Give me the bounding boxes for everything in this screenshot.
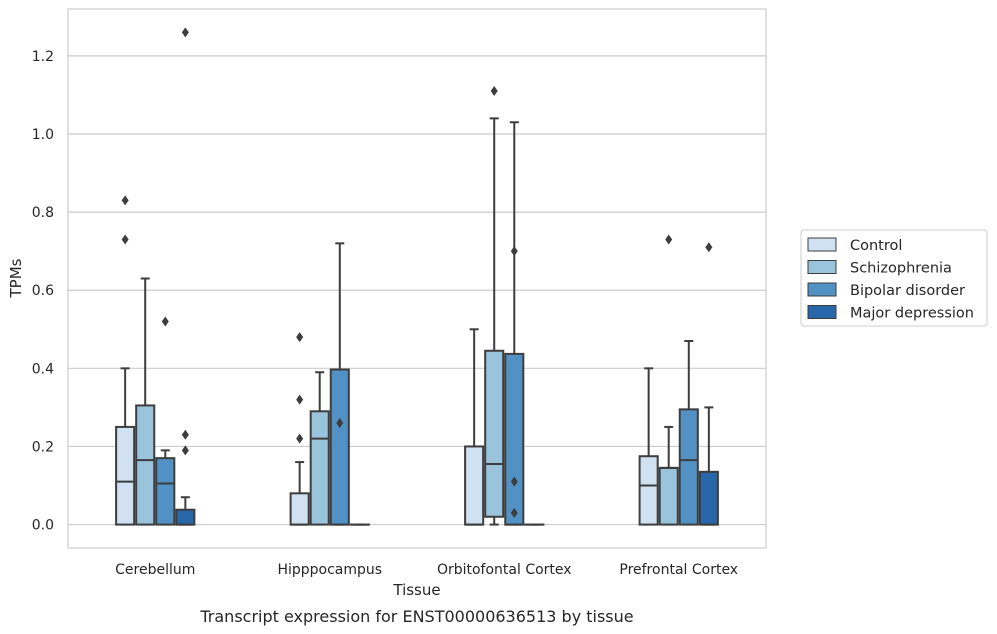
box [309,410,330,526]
y-tick-label: 0.4 [32,361,54,377]
category-group [115,27,196,526]
box-groups [115,27,719,526]
legend-swatch [807,237,837,252]
y-tick-label: 0.6 [32,283,54,299]
legend-frame [800,229,988,327]
plot-frame [67,8,767,549]
category-group [638,234,719,526]
y-tick-label: 1.2 [32,49,54,65]
outlier-point [181,429,189,440]
box [329,368,350,526]
outlier-point [296,394,304,405]
outlier-point [161,316,169,327]
category-group [289,242,370,526]
legend: Control Schizophrenia Bipolar disorder Majo… [800,229,988,327]
box [504,352,525,526]
y-tick-label: 0.8 [32,205,54,221]
x-tick-label: Orbitofontal Cortex [437,562,572,578]
y-tick-label: 0.2 [32,439,54,455]
x-tick-labels: Cerebellum Hipppocampus Orbitofontal Corte… [115,562,738,578]
outlier-point [181,445,189,456]
outlier-point [121,234,129,245]
outlier-point [181,27,189,38]
grid-lines [68,55,766,526]
legend-swatch [807,260,837,274]
box [638,455,659,526]
x-tick-label: Prefrontal Cortex [619,562,738,578]
legend-label: Schizophrenia [850,261,952,277]
box [698,470,719,526]
outlier-point [510,246,518,257]
box [155,457,176,526]
outlier-point [490,86,498,97]
outlier-point [665,234,673,245]
box [175,508,196,526]
y-tick-labels: 0.0 0.2 0.4 0.6 0.8 1.0 1.2 [32,49,54,534]
outlier-point [296,433,304,444]
legend-swatch [807,305,837,319]
box [289,492,310,526]
legend-label: Control [850,238,902,254]
box [115,425,136,526]
outlier-point [121,195,129,206]
box [658,466,679,526]
x-tick-label: Cerebellum [115,562,195,578]
figure-caption: Transcript expression for ENST0000063651… [199,607,633,626]
y-axis-title: TPMs [7,258,25,298]
x-tick-label: Hipppocampus [277,562,382,578]
outlier-point [296,332,304,343]
legend-label: Bipolar disorder [850,283,965,299]
box [484,349,505,518]
outlier-point [510,507,518,518]
y-tick-label: 0.0 [32,518,54,534]
box [678,408,699,526]
box [464,445,485,526]
category-group [464,86,545,526]
outlier-point [705,242,713,253]
y-tick-label: 1.0 [32,127,54,143]
box [135,404,156,526]
outlier-point [510,476,518,487]
outlier-point [336,418,344,429]
legend-label: Major depression [850,306,974,322]
x-axis-title: Tissue [392,581,440,599]
legend-swatch [807,282,837,297]
